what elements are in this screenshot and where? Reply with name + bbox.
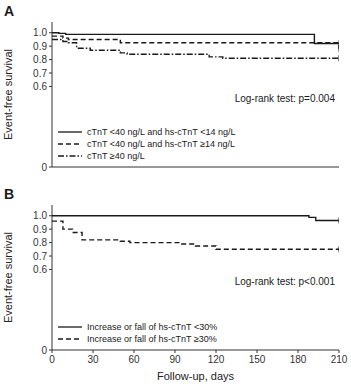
tick-label: 60 (128, 354, 140, 365)
plot-area (52, 33, 339, 62)
tick-label: 0 (49, 354, 55, 365)
survival-curve (52, 39, 339, 58)
y-axis (52, 22, 53, 167)
tick-label: 0.6 (33, 264, 47, 275)
tick-label: 0.6 (33, 81, 47, 92)
y-axis-label: Event-free survival (2, 232, 14, 323)
censor-mark (339, 46, 340, 52)
legend-swatch (58, 338, 82, 339)
survival-curve (52, 33, 339, 44)
tick-label: 0.7 (33, 68, 47, 79)
tick-label: 0.8 (33, 54, 47, 65)
y-axis-label: Event-free survival (2, 49, 14, 140)
x-axis (52, 350, 339, 351)
annotation: Log-rank test: p=0.004 (235, 93, 336, 104)
tick-label: 0 (41, 345, 47, 356)
tick-label: 90 (169, 354, 181, 365)
legend-swatch (58, 143, 82, 144)
censor-mark (339, 246, 340, 252)
x-axis (52, 167, 339, 168)
tick-label: 180 (290, 354, 307, 365)
tick-label: 0.9 (33, 224, 47, 235)
legend-label: cTnT ≥40 ng/L (87, 151, 145, 161)
panel: 0 0.6 0.7 0.8 0.9 1.0 0 30 60 90 120 150 180 210 Follo… (2, 186, 348, 382)
tick-label: 0 (41, 162, 47, 173)
legend: Increase or fall of hs-cTnT <30% Increase… (58, 322, 217, 344)
plot-area (52, 216, 339, 253)
tick-label: 1.0 (33, 27, 47, 38)
survival-curve (52, 216, 339, 221)
y-axis (52, 205, 53, 350)
legend-swatch (58, 326, 82, 327)
legend-label: Increase or fall of hs-cTnT <30% (87, 322, 217, 332)
survival-curve (52, 221, 339, 249)
survival-curve (52, 36, 339, 49)
censor-mark (339, 217, 340, 223)
panel-label: A (4, 3, 14, 19)
tick-label: 0.7 (33, 251, 47, 262)
figure: 0 0.6 0.7 0.8 0.9 1.0 Event-free survival A Log-… (0, 0, 351, 390)
tick-label: 150 (249, 354, 266, 365)
legend-label: cTnT <40 ng/L and hs-cTnT <14 ng/L (87, 127, 235, 137)
panel-label: B (4, 186, 14, 202)
legend-swatch (58, 155, 82, 156)
tick-label: 1.0 (33, 210, 47, 221)
tick-label: 120 (208, 354, 225, 365)
legend-swatch (58, 131, 82, 132)
tick-label: 0.9 (33, 41, 47, 52)
panel: 0 0.6 0.7 0.8 0.9 1.0 Event-free survival A Log-… (2, 3, 339, 173)
tick-label: 0.8 (33, 237, 47, 248)
legend: cTnT <40 ng/L and hs-cTnT <14 ng/L cTnT <… (58, 127, 235, 161)
tick-label: 30 (87, 354, 99, 365)
x-axis-label: Follow-up, days (157, 370, 235, 382)
legend-label: cTnT <40 ng/L and hs-cTnT ≥14 ng/L (87, 139, 235, 149)
legend-label: Increase or fall of hs-cTnT ≥30% (87, 334, 217, 344)
tick-label: 210 (331, 354, 348, 365)
annotation: Log-rank test: p<0.001 (235, 276, 336, 287)
censor-mark (339, 55, 340, 61)
